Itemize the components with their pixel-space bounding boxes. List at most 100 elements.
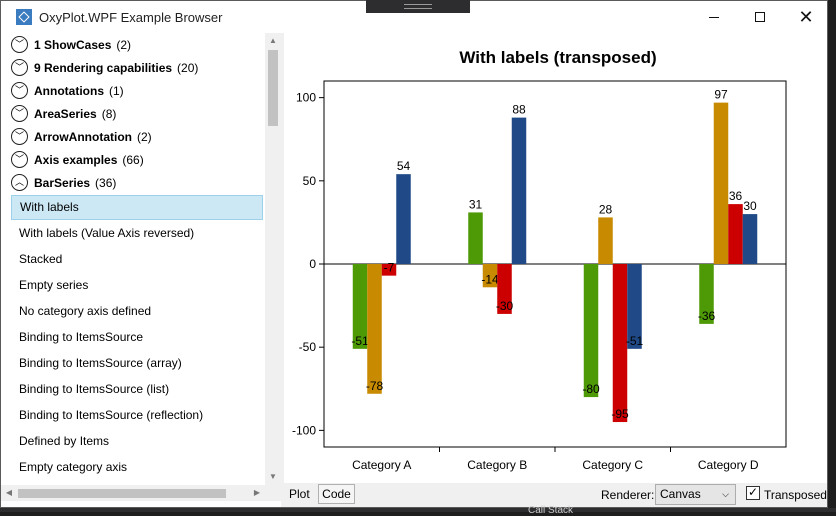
panel-splitter[interactable] [281, 33, 284, 507]
horizontal-scroll-thumb[interactable] [18, 489, 226, 498]
checkmark-icon: ✓ [747, 485, 759, 499]
tree-item[interactable]: Binding to ItemsSource (array) [19, 356, 182, 370]
y-tick-label: 50 [303, 174, 317, 188]
tree-item[interactable]: With labels (Value Axis reversed) [19, 226, 195, 240]
bar [381, 264, 397, 276]
tree-group[interactable]: ﹀ AreaSeries (8) [11, 102, 116, 125]
bar-value-label: 28 [599, 202, 613, 216]
scroll-down-icon[interactable]: ▼ [269, 472, 277, 481]
bar [728, 204, 743, 264]
bar [482, 264, 498, 288]
group-name: AreaSeries [34, 106, 97, 121]
tree-item[interactable]: Binding to ItemsSource (reflection) [19, 408, 204, 422]
group-name: Axis examples [34, 152, 118, 167]
x-tick-label: Category B [467, 458, 527, 472]
chevron-down-icon[interactable]: ﹀ [11, 82, 28, 99]
bar [497, 264, 512, 314]
x-tick-label: Category A [352, 458, 411, 472]
tree-vertical-scrollbar[interactable]: ▲ ▼ [265, 33, 281, 485]
y-tick-label: 100 [296, 91, 316, 105]
bar [583, 264, 599, 398]
tree-horizontal-scrollbar[interactable]: ◀ ▶ [1, 485, 265, 501]
x-tick-label: Category C [582, 458, 643, 472]
vertical-scroll-thumb[interactable] [268, 50, 278, 126]
bar [468, 212, 483, 264]
chart-title: With labels (transposed) [459, 48, 656, 67]
renderer-dropdown[interactable]: Canvas ⌵ [655, 484, 736, 505]
bar [713, 102, 729, 264]
code-tab[interactable]: Code [318, 484, 355, 504]
example-browser-window: OxyPlot.WPF Example Browser ✕ ﹀ 1 ShowCas… [0, 0, 828, 508]
group-name: 1 ShowCases [34, 37, 112, 52]
x-tick-label: Category D [698, 458, 759, 472]
bar [627, 264, 642, 349]
plot-view[interactable]: With labels (transposed) -100 -50 0 50 100 Ca… [284, 33, 827, 483]
bar-value-label: -7 [384, 261, 395, 275]
maximize-button[interactable] [737, 1, 783, 33]
examples-panel: ﹀ 1 ShowCases (2) ﹀ 9 Rendering capabilities… [1, 33, 281, 507]
group-name: BarSeries [34, 175, 91, 190]
bar [598, 217, 613, 264]
tree-item[interactable]: Binding to ItemsSource (list) [19, 382, 170, 396]
bar-value-label: 88 [512, 103, 526, 117]
close-button[interactable]: ✕ [783, 1, 827, 33]
vs-background-bottom: Call Stack [0, 505, 836, 516]
call-stack-tab[interactable]: Call Stack [528, 505, 574, 516]
chevron-up-icon[interactable]: ︿ [11, 174, 28, 191]
bar-value-label: -80 [582, 382, 600, 396]
tree-item[interactable]: No category axis defined [19, 304, 152, 318]
tree-item[interactable]: Defined by Items [19, 434, 110, 448]
bar [396, 174, 411, 264]
chevron-down-icon[interactable]: ﹀ [11, 59, 28, 76]
tree-group[interactable]: ﹀ 9 Rendering capabilities (20) [11, 56, 198, 79]
oxyplot-logo-icon [16, 9, 32, 25]
tree-group[interactable]: ﹀ Axis examples (66) [11, 148, 144, 171]
group-name: Annotations [34, 83, 104, 98]
transposed-checkbox[interactable]: ✓ [746, 486, 760, 500]
minimize-button[interactable] [691, 1, 737, 33]
tree-group[interactable]: ﹀ 1 ShowCases (2) [11, 33, 131, 56]
maximize-icon [755, 12, 765, 22]
bar-value-label: -51 [626, 334, 644, 348]
scroll-left-icon[interactable]: ◀ [5, 488, 13, 497]
bar-value-label: 54 [397, 159, 411, 173]
y-tick-label: -100 [292, 423, 316, 437]
bar-chart: With labels (transposed) -100 -50 0 50 100 Ca… [292, 48, 787, 472]
vs-drag-handle[interactable] [366, 0, 470, 13]
bar [612, 264, 628, 423]
bar [367, 264, 382, 394]
tree-item[interactable]: Empty category axis [19, 460, 128, 474]
tree-item-selected[interactable]: With labels [11, 195, 263, 220]
group-count: (2) [137, 129, 152, 144]
examples-tree: ﹀ 1 ShowCases (2) ﹀ 9 Rendering capabilities… [1, 33, 265, 485]
chevron-down-icon: ⌵ [722, 489, 729, 499]
bar-value-label: -78 [366, 379, 384, 393]
scroll-right-icon[interactable]: ▶ [253, 488, 261, 497]
tree-group[interactable]: ﹀ Annotations (1) [11, 79, 124, 102]
bar-value-label: -30 [496, 299, 514, 313]
chevron-down-icon[interactable]: ﹀ [11, 36, 28, 53]
bar [699, 264, 714, 324]
scroll-up-icon[interactable]: ▲ [269, 36, 277, 45]
tree-item[interactable]: Empty series [19, 278, 89, 292]
tree-item[interactable]: Stacked [19, 252, 63, 266]
transposed-label[interactable]: Transposed [764, 488, 827, 502]
bar-value-label: -51 [351, 334, 369, 348]
bar-value-label: 36 [729, 189, 743, 203]
bar-value-label: -36 [698, 309, 716, 323]
group-count: (2) [116, 37, 132, 52]
tree-item[interactable]: Binding to ItemsSource [19, 330, 144, 344]
group-count: (1) [109, 83, 124, 98]
tree-group[interactable]: ﹀ ArrowAnnotation (2) [11, 125, 152, 148]
group-count: (8) [101, 106, 117, 121]
chevron-down-icon[interactable]: ﹀ [11, 105, 28, 122]
chevron-down-icon[interactable]: ﹀ [11, 128, 28, 145]
tree-group[interactable]: ︿ BarSeries (36) [11, 171, 116, 194]
chevron-down-icon[interactable]: ﹀ [11, 151, 28, 168]
bar-value-label: 31 [469, 197, 483, 211]
bar-value-label: -14 [481, 272, 499, 286]
group-count: (36) [95, 175, 117, 190]
plot-tab[interactable]: Plot [289, 487, 310, 501]
bar [511, 117, 527, 264]
bar-value-label: 30 [743, 199, 757, 213]
